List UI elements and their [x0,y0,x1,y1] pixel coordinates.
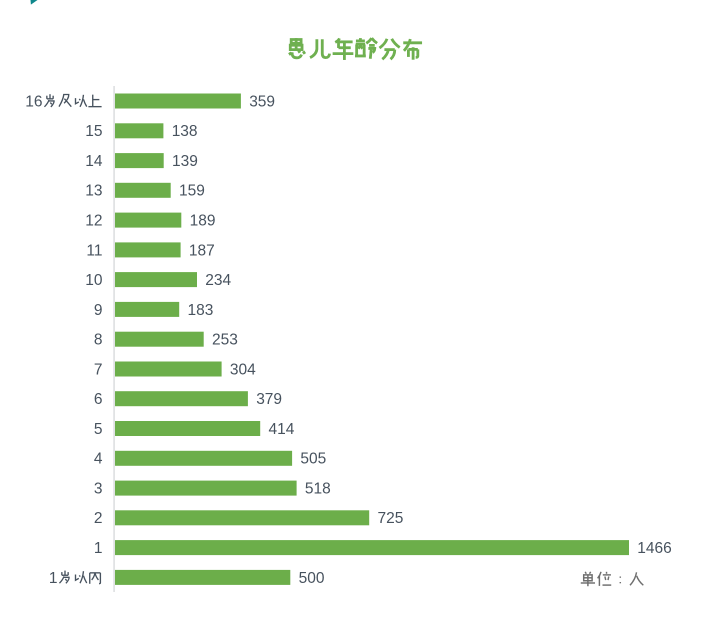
svg-text:139: 139 [172,153,198,170]
svg-text:725: 725 [378,510,404,527]
svg-text:1: 1 [49,570,58,587]
svg-text:505: 505 [300,451,326,468]
svg-text:159: 159 [179,183,205,200]
svg-text:4: 4 [94,451,103,468]
svg-text:379: 379 [256,391,282,408]
svg-text:189: 189 [190,213,216,230]
svg-text:359: 359 [249,93,275,110]
svg-text:1466: 1466 [637,540,671,557]
svg-text:5: 5 [94,421,103,438]
svg-text:7: 7 [94,361,103,378]
svg-text:13: 13 [85,183,102,200]
svg-text:414: 414 [269,421,295,438]
svg-text:3: 3 [94,481,103,498]
svg-text:1: 1 [94,540,103,557]
svg-text:2: 2 [94,510,103,527]
svg-text:10: 10 [85,272,103,289]
svg-text:518: 518 [305,481,331,498]
svg-text:15: 15 [85,123,102,140]
svg-text:11: 11 [86,242,102,259]
svg-text:500: 500 [299,570,325,587]
svg-text:234: 234 [205,272,231,289]
svg-text:304: 304 [230,361,256,378]
svg-text:138: 138 [172,123,198,140]
svg-text:6: 6 [94,391,103,408]
svg-text:8: 8 [94,332,103,349]
svg-text:183: 183 [188,302,214,319]
svg-text:14: 14 [85,153,103,170]
svg-text:187: 187 [189,242,215,259]
svg-text:9: 9 [94,302,103,319]
svg-text:16: 16 [25,93,42,110]
svg-text:253: 253 [212,332,238,349]
svg-text:12: 12 [85,213,102,230]
